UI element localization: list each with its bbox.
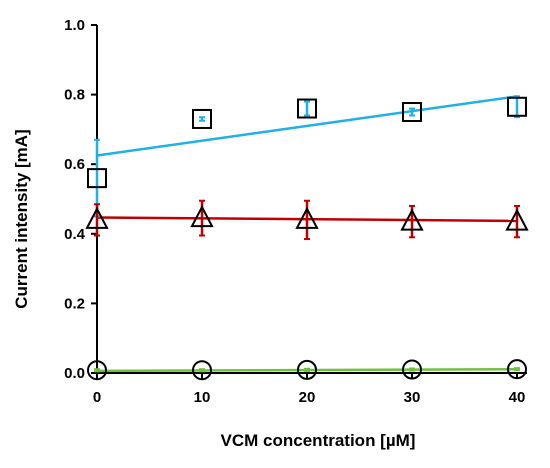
- circle-marker: [402, 359, 422, 380]
- axes: [96, 25, 527, 379]
- square-marker: [507, 96, 527, 117]
- triangle-marker: [295, 206, 319, 229]
- x-tick-label: 20: [299, 389, 316, 406]
- error-bars: [94, 95, 520, 373]
- x-tick-label: 0: [93, 389, 101, 406]
- y-axis-title: Current intensity [mA]: [12, 129, 31, 308]
- x-tick-label: 40: [509, 389, 526, 406]
- square-marker: [192, 108, 212, 129]
- y-tick-label: 0.2: [64, 295, 85, 312]
- square-marker: [402, 102, 422, 122]
- y-tick-label: 0.0: [64, 365, 85, 382]
- circle-marker: [192, 360, 212, 381]
- triangle-marker: [85, 206, 109, 229]
- x-tick-label: 30: [404, 389, 421, 406]
- triangle-marker: [400, 208, 424, 231]
- y-ticks: 0.0 0.2 0.4 0.6 0.8 1.0: [64, 17, 97, 382]
- triangle-marker: [505, 208, 529, 231]
- x-ticks: 0 10 20 30 40: [93, 373, 526, 406]
- y-tick-label: 0.8: [64, 87, 85, 104]
- x-tick-label: 10: [194, 389, 211, 406]
- triangle-marker: [190, 204, 214, 228]
- y-tick-label: 0.4: [64, 226, 86, 243]
- circle-marker: [87, 360, 107, 381]
- fit-line: [96, 95, 518, 157]
- x-axis-title: VCM concentration [µM]: [221, 431, 416, 450]
- square-marker: [87, 168, 107, 189]
- circle-marker: [297, 359, 317, 380]
- circle-marker: [507, 359, 527, 380]
- square-marker: [297, 98, 317, 119]
- data-markers: [85, 96, 529, 381]
- y-tick-label: 0.6: [64, 156, 85, 173]
- y-tick-label: 1.0: [64, 17, 85, 34]
